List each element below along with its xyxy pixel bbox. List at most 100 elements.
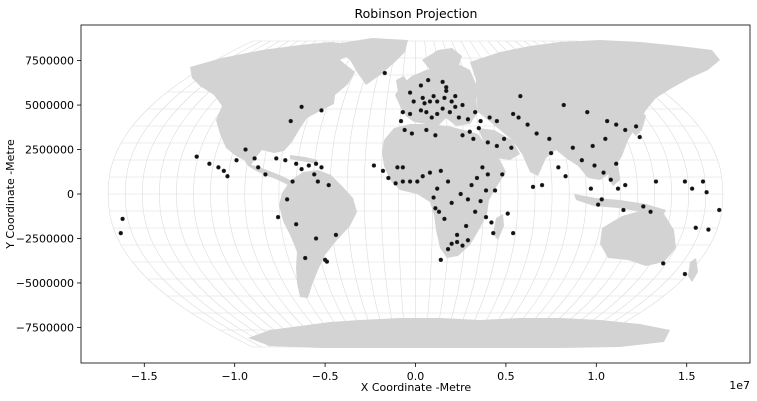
data-point <box>436 209 442 214</box>
data-point <box>431 195 436 200</box>
data-point <box>225 174 230 179</box>
data-point <box>434 111 440 117</box>
data-point <box>460 243 465 248</box>
data-point <box>449 241 454 247</box>
data-point <box>194 154 199 159</box>
data-point <box>548 150 554 156</box>
data-point <box>234 157 239 163</box>
south-america-landmass <box>279 170 357 298</box>
data-point <box>453 104 458 110</box>
data-point <box>453 93 458 99</box>
data-point <box>561 102 566 108</box>
data-point <box>579 157 585 163</box>
graticule-meridian <box>124 40 262 348</box>
data-point <box>427 99 433 104</box>
x-tick-label: −1.5 <box>131 370 158 383</box>
data-point <box>547 136 552 142</box>
data-point <box>706 227 711 232</box>
data-point <box>255 165 261 170</box>
data-point <box>216 165 221 170</box>
data-point <box>588 186 594 191</box>
data-point <box>615 186 621 191</box>
data-point <box>661 261 666 266</box>
data-point <box>243 147 248 152</box>
chart-title: Robinson Projection <box>355 6 478 21</box>
data-point <box>400 179 406 184</box>
y-axis-title: Y Coordinate -Metre <box>4 139 17 250</box>
data-point <box>442 216 447 222</box>
data-point <box>221 168 227 174</box>
data-point <box>487 115 492 120</box>
data-point <box>425 77 431 83</box>
data-point <box>641 204 646 209</box>
data-point <box>534 131 539 136</box>
data-point <box>485 172 491 177</box>
data-point <box>510 111 516 117</box>
data-point <box>485 140 491 145</box>
data-point <box>682 271 688 277</box>
data-point <box>293 222 299 227</box>
data-point <box>505 211 510 216</box>
x-tick-label: 1.5 <box>678 370 696 383</box>
data-point <box>386 175 391 181</box>
data-point <box>603 136 608 142</box>
data-point <box>398 118 404 124</box>
australia-landmass <box>600 210 676 266</box>
data-point <box>288 118 293 124</box>
y-tick-label: −7500000 <box>16 321 74 334</box>
data-point <box>433 206 438 211</box>
data-point <box>299 166 304 172</box>
data-point <box>409 131 415 136</box>
madagascar-landmass <box>493 214 504 240</box>
data-point <box>290 179 295 184</box>
data-point <box>483 214 489 220</box>
data-point <box>315 179 321 184</box>
data-point <box>275 214 281 220</box>
data-point <box>380 168 386 174</box>
data-point <box>689 186 695 191</box>
data-point <box>465 117 471 122</box>
data-point <box>402 127 407 133</box>
data-point <box>415 179 420 184</box>
data-point <box>293 161 299 166</box>
data-point <box>434 99 440 104</box>
x-axis-ticks: −1.5 −1.0 −0.5 0.0 0.5 1.0 1.5 <box>131 363 696 383</box>
data-point <box>585 109 590 115</box>
data-point <box>424 109 429 115</box>
data-point <box>480 165 485 170</box>
data-point <box>303 255 308 261</box>
data-point <box>465 238 471 243</box>
data-point <box>252 156 257 161</box>
data-point <box>449 200 454 206</box>
data-point <box>445 246 451 252</box>
data-point <box>463 223 469 229</box>
europe-landmass <box>395 64 478 126</box>
data-point <box>601 170 606 175</box>
data-point <box>472 109 478 115</box>
data-point <box>400 165 406 170</box>
data-point <box>458 191 463 197</box>
x-axis-title: X Coordinate -Metre <box>361 381 472 394</box>
data-point <box>431 93 436 99</box>
data-point <box>456 115 462 120</box>
x-tick-label: −0.5 <box>312 370 339 383</box>
data-point <box>306 163 312 168</box>
data-point <box>717 207 722 213</box>
y-tick-label: 0 <box>67 188 74 201</box>
data-point <box>509 145 514 150</box>
data-point <box>494 118 500 124</box>
data-point <box>447 109 453 115</box>
x-tick-label: 1.0 <box>588 370 606 383</box>
data-point <box>438 168 444 174</box>
data-point <box>592 163 597 168</box>
x-axis-offset-label: 1e7 <box>729 379 750 392</box>
graticule-meridian <box>380 40 398 348</box>
data-point <box>539 182 545 188</box>
data-point <box>429 115 434 120</box>
data-point <box>422 101 427 106</box>
new-zealand-islands <box>688 258 698 282</box>
data-point <box>599 197 604 202</box>
africa-landmass <box>382 124 506 258</box>
data-point <box>324 259 330 264</box>
data-point <box>556 165 561 170</box>
